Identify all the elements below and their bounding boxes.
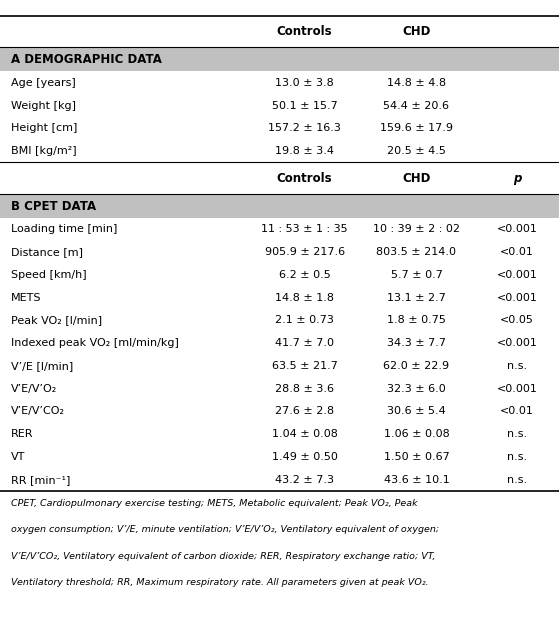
Text: 10 : 39 ± 2 : 02: 10 : 39 ± 2 : 02 <box>373 224 460 234</box>
Text: <0.01: <0.01 <box>500 406 534 416</box>
Text: 2.1 ± 0.73: 2.1 ± 0.73 <box>275 315 334 325</box>
Text: V’E/V’CO₂, Ventilatory equivalent of carbon dioxide; RER, Respiratory exchange r: V’E/V’CO₂, Ventilatory equivalent of car… <box>11 552 435 561</box>
Text: CHD: CHD <box>402 172 430 185</box>
Text: <0.001: <0.001 <box>496 338 538 348</box>
Text: V’E/V’CO₂: V’E/V’CO₂ <box>11 406 65 416</box>
Text: oxygen consumption; V’/E, minute ventilation; V’E/V’O₂, Ventilatory equivalent o: oxygen consumption; V’/E, minute ventila… <box>11 525 439 534</box>
Text: 14.8 ± 4.8: 14.8 ± 4.8 <box>387 78 446 88</box>
Text: 32.3 ± 6.0: 32.3 ± 6.0 <box>387 384 446 394</box>
Text: 13.0 ± 3.8: 13.0 ± 3.8 <box>275 78 334 88</box>
Text: n.s.: n.s. <box>507 429 527 439</box>
Text: <0.01: <0.01 <box>500 247 534 257</box>
Text: 803.5 ± 214.0: 803.5 ± 214.0 <box>376 247 457 257</box>
Text: CPET, Cardiopulmonary exercise testing; METS, Metabolic equivalent; Peak VO₂, Pe: CPET, Cardiopulmonary exercise testing; … <box>11 499 418 507</box>
Text: Height [cm]: Height [cm] <box>11 123 78 133</box>
Text: 1.49 ± 0.50: 1.49 ± 0.50 <box>272 452 338 462</box>
Text: B CPET DATA: B CPET DATA <box>11 200 96 212</box>
Text: Ventilatory threshold; RR, Maximum respiratory rate. All parameters given at pea: Ventilatory threshold; RR, Maximum respi… <box>11 578 429 587</box>
Text: Distance [m]: Distance [m] <box>11 247 83 257</box>
Text: METS: METS <box>11 293 42 303</box>
Text: 28.8 ± 3.6: 28.8 ± 3.6 <box>275 384 334 394</box>
Text: Weight [kg]: Weight [kg] <box>11 100 76 111</box>
Text: 6.2 ± 0.5: 6.2 ± 0.5 <box>279 270 330 280</box>
FancyBboxPatch shape <box>0 47 559 71</box>
Text: Speed [km/h]: Speed [km/h] <box>11 270 87 280</box>
Text: 905.9 ± 217.6: 905.9 ± 217.6 <box>264 247 345 257</box>
Text: 5.7 ± 0.7: 5.7 ± 0.7 <box>391 270 442 280</box>
Text: n.s.: n.s. <box>507 452 527 462</box>
Text: 50.1 ± 15.7: 50.1 ± 15.7 <box>272 100 338 111</box>
Text: 62.0 ± 22.9: 62.0 ± 22.9 <box>383 361 449 371</box>
Text: 63.5 ± 21.7: 63.5 ± 21.7 <box>272 361 338 371</box>
Text: Controls: Controls <box>277 172 333 185</box>
Text: 34.3 ± 7.7: 34.3 ± 7.7 <box>387 338 446 348</box>
Text: Loading time [min]: Loading time [min] <box>11 224 117 234</box>
Text: 1.8 ± 0.75: 1.8 ± 0.75 <box>387 315 446 325</box>
Text: 1.50 ± 0.67: 1.50 ± 0.67 <box>383 452 449 462</box>
Text: A DEMOGRAPHIC DATA: A DEMOGRAPHIC DATA <box>11 53 162 66</box>
Text: <0.001: <0.001 <box>496 384 538 394</box>
Text: 13.1 ± 2.7: 13.1 ± 2.7 <box>387 293 446 303</box>
Text: <0.001: <0.001 <box>496 293 538 303</box>
Text: Age [years]: Age [years] <box>11 78 76 88</box>
Text: Controls: Controls <box>277 25 333 38</box>
Text: 19.8 ± 3.4: 19.8 ± 3.4 <box>275 146 334 156</box>
Text: 54.4 ± 20.6: 54.4 ± 20.6 <box>383 100 449 111</box>
Text: 159.6 ± 17.9: 159.6 ± 17.9 <box>380 123 453 133</box>
Text: 157.2 ± 16.3: 157.2 ± 16.3 <box>268 123 341 133</box>
Text: <0.001: <0.001 <box>496 270 538 280</box>
Text: 1.04 ± 0.08: 1.04 ± 0.08 <box>272 429 338 439</box>
Text: p: p <box>513 172 521 185</box>
Text: <0.05: <0.05 <box>500 315 534 325</box>
Text: 30.6 ± 5.4: 30.6 ± 5.4 <box>387 406 446 416</box>
Text: V’E/V’O₂: V’E/V’O₂ <box>11 384 58 394</box>
Text: Peak VO₂ [l/min]: Peak VO₂ [l/min] <box>11 315 102 325</box>
Text: 14.8 ± 1.8: 14.8 ± 1.8 <box>275 293 334 303</box>
Text: VT: VT <box>11 452 26 462</box>
Text: 43.6 ± 10.1: 43.6 ± 10.1 <box>383 475 449 485</box>
Text: <0.001: <0.001 <box>496 224 538 234</box>
Text: RR [min⁻¹]: RR [min⁻¹] <box>11 475 70 485</box>
Text: V’/E [l/min]: V’/E [l/min] <box>11 361 73 371</box>
Text: n.s.: n.s. <box>507 475 527 485</box>
Text: BMI [kg/m²]: BMI [kg/m²] <box>11 146 77 156</box>
Text: Indexed peak VO₂ [ml/min/kg]: Indexed peak VO₂ [ml/min/kg] <box>11 338 179 348</box>
Text: 11 : 53 ± 1 : 35: 11 : 53 ± 1 : 35 <box>262 224 348 234</box>
Text: 1.06 ± 0.08: 1.06 ± 0.08 <box>383 429 449 439</box>
Text: CHD: CHD <box>402 25 430 38</box>
FancyBboxPatch shape <box>0 194 559 218</box>
Text: 27.6 ± 2.8: 27.6 ± 2.8 <box>275 406 334 416</box>
Text: 20.5 ± 4.5: 20.5 ± 4.5 <box>387 146 446 156</box>
Text: 43.2 ± 7.3: 43.2 ± 7.3 <box>275 475 334 485</box>
Text: 41.7 ± 7.0: 41.7 ± 7.0 <box>275 338 334 348</box>
Text: RER: RER <box>11 429 34 439</box>
Text: n.s.: n.s. <box>507 361 527 371</box>
